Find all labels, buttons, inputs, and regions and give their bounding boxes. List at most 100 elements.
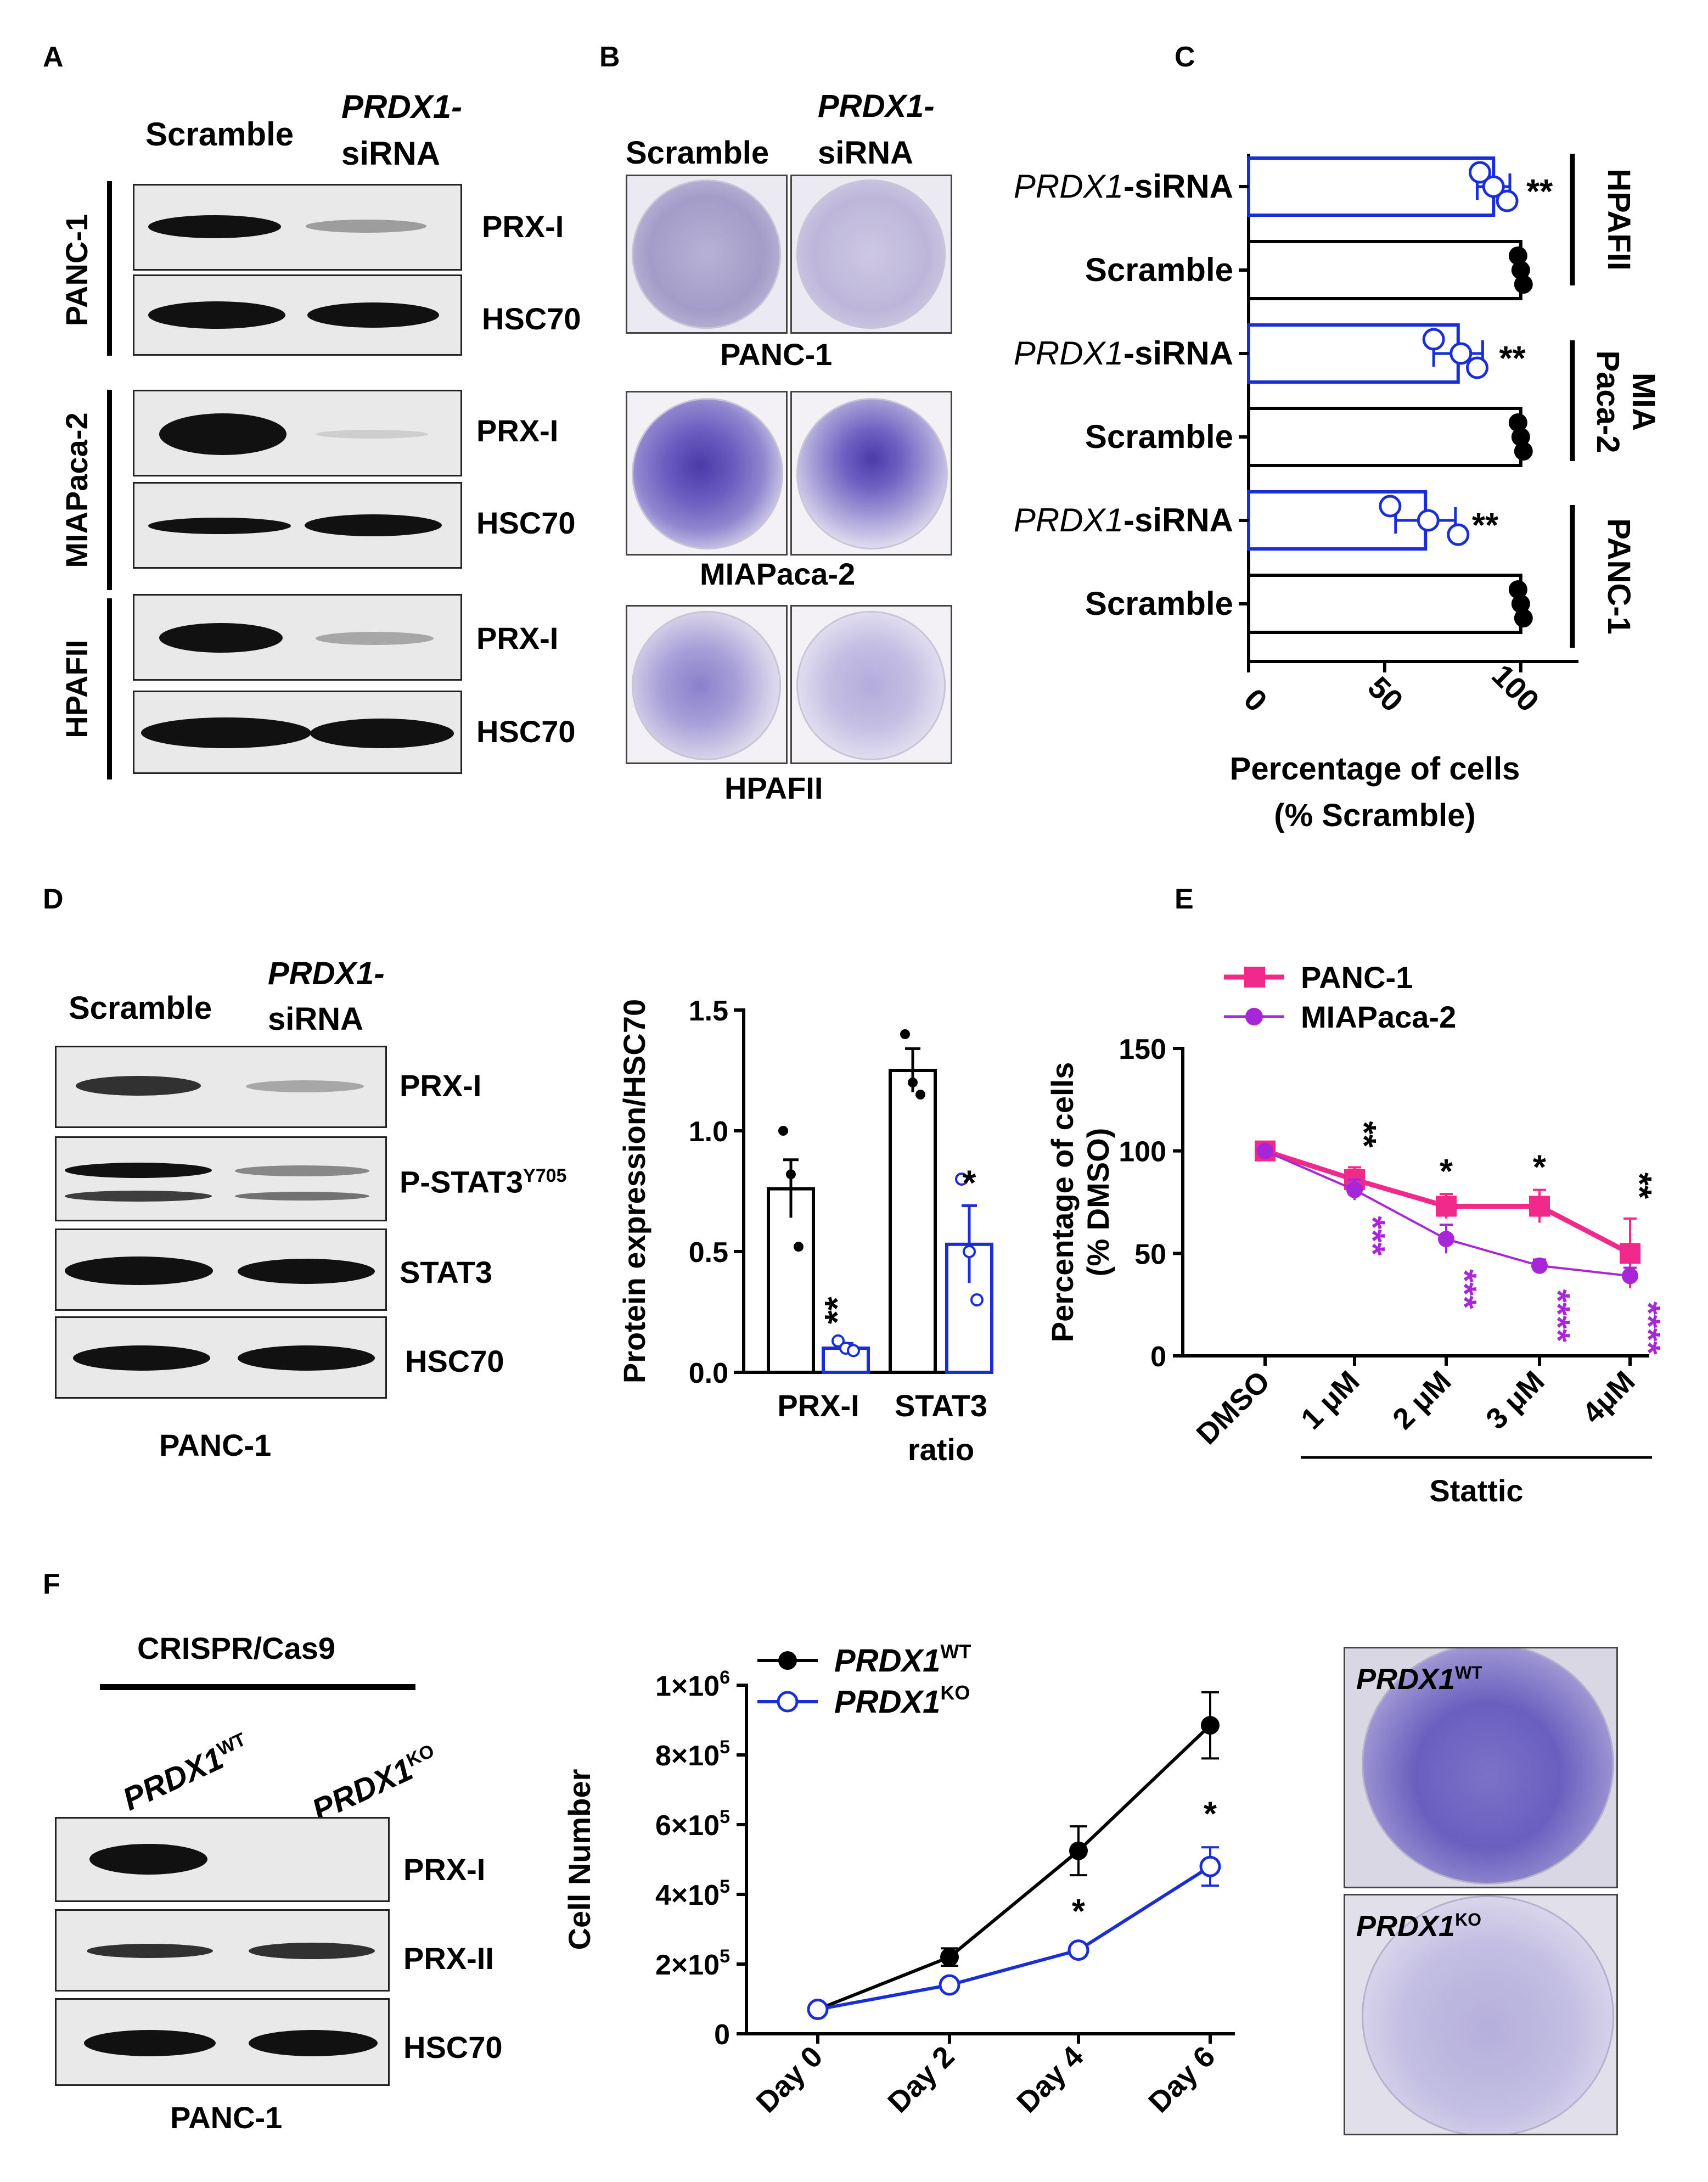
colony-dish xyxy=(626,175,788,334)
band xyxy=(238,1259,375,1284)
colony-dish xyxy=(790,175,952,334)
band xyxy=(148,215,281,238)
colony-dish xyxy=(626,391,788,556)
d-point xyxy=(900,1029,910,1039)
colony-photo-ko: PRDX1KO xyxy=(1344,1894,1618,2135)
blot-a-miapaca2-hsc70 xyxy=(133,482,462,569)
c-point xyxy=(1468,161,1491,184)
c-point xyxy=(1508,580,1527,599)
photo-wt-base: PRDX1 xyxy=(1356,1663,1456,1696)
f-point xyxy=(1069,1841,1088,1860)
c-point xyxy=(1482,175,1505,198)
blot-a-panc1-prx1 xyxy=(133,184,462,271)
e-significance: * xyxy=(1533,1149,1547,1187)
chart-c: PRDX1-siRNA ** Scramble PRDX1-siRNA ** Scramb… xyxy=(960,132,1707,856)
chart-c-svg: PRDX1-siRNA ** Scramble PRDX1-siRNA ** Scramb… xyxy=(1014,154,1661,833)
band-label-pstat3: P-STAT3Y705 xyxy=(400,1166,566,1198)
f-point xyxy=(1199,1855,1221,1877)
band-label: HSC70 xyxy=(403,2030,503,2065)
band xyxy=(246,1080,364,1092)
band xyxy=(235,1192,369,1201)
c-bar xyxy=(1247,574,1522,634)
blot-f-prx1 xyxy=(55,1817,390,1902)
colony-disc xyxy=(632,180,781,329)
f-ylabel: Cell Number xyxy=(562,1769,597,1950)
f-y-tick-label: 1×106 xyxy=(655,1667,730,1702)
panel-b-caption-hpafii: HPAFII xyxy=(724,771,823,805)
panel-label-d: D xyxy=(43,883,64,915)
d-point xyxy=(970,1293,984,1306)
d-category-label: ratio xyxy=(908,1432,974,1467)
c-x-tick-label: 50 xyxy=(1361,670,1410,719)
panel-label-a: A xyxy=(43,41,64,73)
d-y-tick-label: 0.0 xyxy=(689,1358,728,1389)
c-group-label: PANC-1 xyxy=(1601,518,1637,635)
panel-a-bracket-panc1 xyxy=(107,181,112,356)
pstat3-label-text: P-STAT3 xyxy=(400,1164,524,1199)
band xyxy=(87,1944,213,1958)
c-bar xyxy=(1247,240,1522,300)
c-point xyxy=(1417,509,1440,532)
blot-d-prx1 xyxy=(55,1046,387,1128)
band-label: PRX-I xyxy=(476,413,559,448)
d-bar xyxy=(889,1069,937,1374)
photo-ko-base: PRDX1 xyxy=(1356,1910,1456,1943)
c-category-label: Scramble xyxy=(1085,585,1233,622)
photo-wt-sup: WT xyxy=(1455,1663,1482,1682)
panel-a-header-sirna: siRNA xyxy=(341,135,441,172)
e-point xyxy=(1620,1243,1640,1264)
e-point xyxy=(1346,1181,1363,1198)
panel-b-caption-panc1: PANC-1 xyxy=(720,337,833,372)
colony-disc xyxy=(1362,1648,1614,1884)
band xyxy=(235,1165,369,1176)
panel-f-caption: PANC-1 xyxy=(170,2100,283,2135)
panel-label-b: B xyxy=(599,41,620,73)
panel-d-caption: PANC-1 xyxy=(159,1428,272,1462)
d-significance: ** xyxy=(817,1297,857,1324)
c-category-label: Scramble xyxy=(1085,418,1233,455)
band xyxy=(76,1076,201,1096)
band xyxy=(65,1163,212,1178)
e-point xyxy=(1438,1231,1454,1248)
e-ylabel: (% DMSO) xyxy=(1081,1128,1115,1277)
c-significance: ** xyxy=(1499,340,1526,378)
d-y-tick-label: 0.5 xyxy=(689,1237,728,1269)
d-point xyxy=(963,1245,976,1258)
d-significance: * xyxy=(963,1163,976,1202)
e-legend-marker xyxy=(1244,967,1265,988)
e-y-tick-label: 150 xyxy=(1119,1034,1166,1065)
blot-a-hpafii-hsc70 xyxy=(133,691,462,774)
panel-b-caption-miapaca2: MIAPaca-2 xyxy=(700,557,856,591)
band xyxy=(73,1345,210,1371)
f-point xyxy=(1068,1939,1089,1961)
d-point xyxy=(847,1344,860,1358)
blot-a-hpafii-prx1 xyxy=(133,594,462,681)
panel-a-row-label-hpafii: HPAFII xyxy=(59,640,94,738)
e-significance: * xyxy=(1440,1153,1453,1191)
c-group-label: MIA xyxy=(1626,373,1661,431)
f-significance: * xyxy=(1072,1893,1086,1931)
band-label: HSC70 xyxy=(482,301,581,336)
c-category-label: PRDX1-siRNA xyxy=(1014,335,1233,372)
chart-d-svg: 0.0 0.5 1.0 1.5 ** PRX-I * STAT3 ratio Protein ex… xyxy=(617,995,993,1467)
c-point xyxy=(1511,428,1530,446)
e-x-tick-label: 1 μM xyxy=(1295,1365,1366,1435)
band xyxy=(148,301,285,329)
panel-d-header-scramble: Scramble xyxy=(69,990,212,1026)
e-significance: **** xyxy=(1629,1302,1667,1355)
panel-d-header-sirna: siRNA xyxy=(268,1001,364,1037)
c-point xyxy=(1422,328,1445,351)
c-x-tick-label: 100 xyxy=(1485,658,1546,719)
c-xlabel: (% Scramble) xyxy=(1274,798,1475,833)
c-point xyxy=(1514,609,1533,627)
panel-f-header: CRISPR/Cas9 xyxy=(137,1631,336,1665)
c-xlabel: Percentage of cells xyxy=(1230,751,1520,787)
panel-d-header-prdx1: PRDX1- xyxy=(268,956,385,991)
e-y-tick-label: 50 xyxy=(1134,1238,1166,1270)
f-legend-marker xyxy=(777,1691,799,1713)
f-x-tick-label: Day 6 xyxy=(1142,2040,1221,2119)
colony-disc xyxy=(1362,1895,1614,2134)
band xyxy=(249,2030,378,2056)
band xyxy=(159,413,286,455)
d-category-label: STAT3 xyxy=(895,1388,987,1423)
